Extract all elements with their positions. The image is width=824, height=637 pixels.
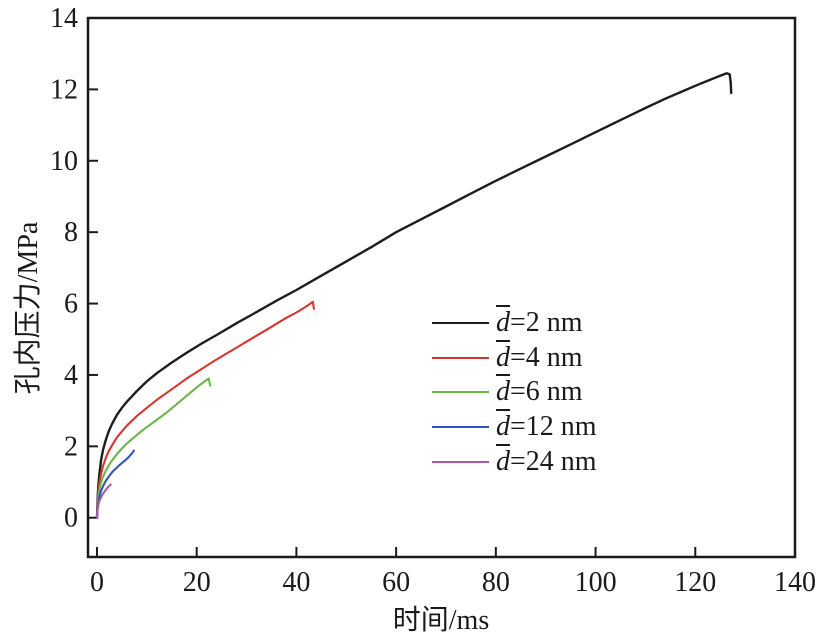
y-tick-label: 2	[64, 431, 78, 462]
y-tick-label: 4	[64, 360, 78, 391]
x-tick-label: 0	[90, 567, 104, 598]
series-curve-d-12-nm	[95, 449, 135, 519]
legend-label: d=24 nm	[496, 445, 597, 477]
legend-item: d=4 nm	[432, 341, 597, 376]
x-tick-label: 120	[674, 567, 716, 598]
series-curve-d-24-nm	[95, 483, 112, 519]
series-curve-d-2-nm	[95, 72, 733, 519]
plot-frame	[86, 16, 797, 559]
legend-line-sample	[432, 460, 489, 463]
y-tick-label: 12	[50, 74, 78, 105]
legend-label-value: =12 nm	[510, 411, 597, 443]
x-tick-label: 20	[183, 567, 211, 598]
legend-label: d=12 nm	[496, 413, 597, 441]
y-tick-label: 14	[50, 3, 78, 34]
x-axis-title: 时间/ms	[392, 605, 490, 636]
x-tick-label: 80	[482, 567, 510, 598]
y-axis-title: 孔内压力/MPa	[13, 221, 44, 395]
legend-label-dbar: d	[496, 445, 510, 477]
legend-label: d=2 nm	[496, 309, 583, 337]
x-tick-label: 140	[774, 567, 816, 598]
y-tick-label: 8	[64, 217, 78, 248]
legend-line-sample	[432, 356, 489, 359]
x-tick-label: 100	[575, 567, 617, 598]
x-tick-label: 60	[382, 567, 410, 598]
y-tick-label: 0	[64, 503, 78, 534]
legend-item: d=6 nm	[432, 375, 597, 410]
legend: d=2 nm d=4 nm d=6 nm d=12 nm d=24 nm	[432, 306, 597, 479]
legend-label-dbar: d	[496, 411, 510, 443]
legend-item: d=24 nm	[432, 444, 597, 479]
legend-label-value: =4 nm	[510, 341, 583, 373]
legend-label-value: =6 nm	[510, 376, 583, 408]
series-curve-d-4-nm	[95, 300, 315, 519]
legend-label: d=4 nm	[496, 341, 583, 373]
legend-label-dbar: d	[496, 307, 510, 339]
legend-line-sample	[432, 322, 489, 325]
series-curve-d-6-nm	[95, 377, 212, 519]
x-tick-label: 40	[282, 567, 310, 598]
legend-label-dbar: d	[496, 376, 510, 408]
legend-line-sample	[432, 426, 489, 429]
legend-item: d=2 nm	[432, 306, 597, 341]
legend-label-value: =2 nm	[510, 307, 583, 339]
legend-item: d=12 nm	[432, 410, 597, 445]
y-tick-label: 6	[64, 289, 78, 320]
legend-label: d=6 nm	[496, 378, 583, 406]
legend-label-value: =24 nm	[510, 445, 597, 477]
y-tick-label: 10	[50, 146, 78, 177]
legend-label-dbar: d	[496, 341, 510, 373]
legend-line-sample	[432, 391, 489, 394]
